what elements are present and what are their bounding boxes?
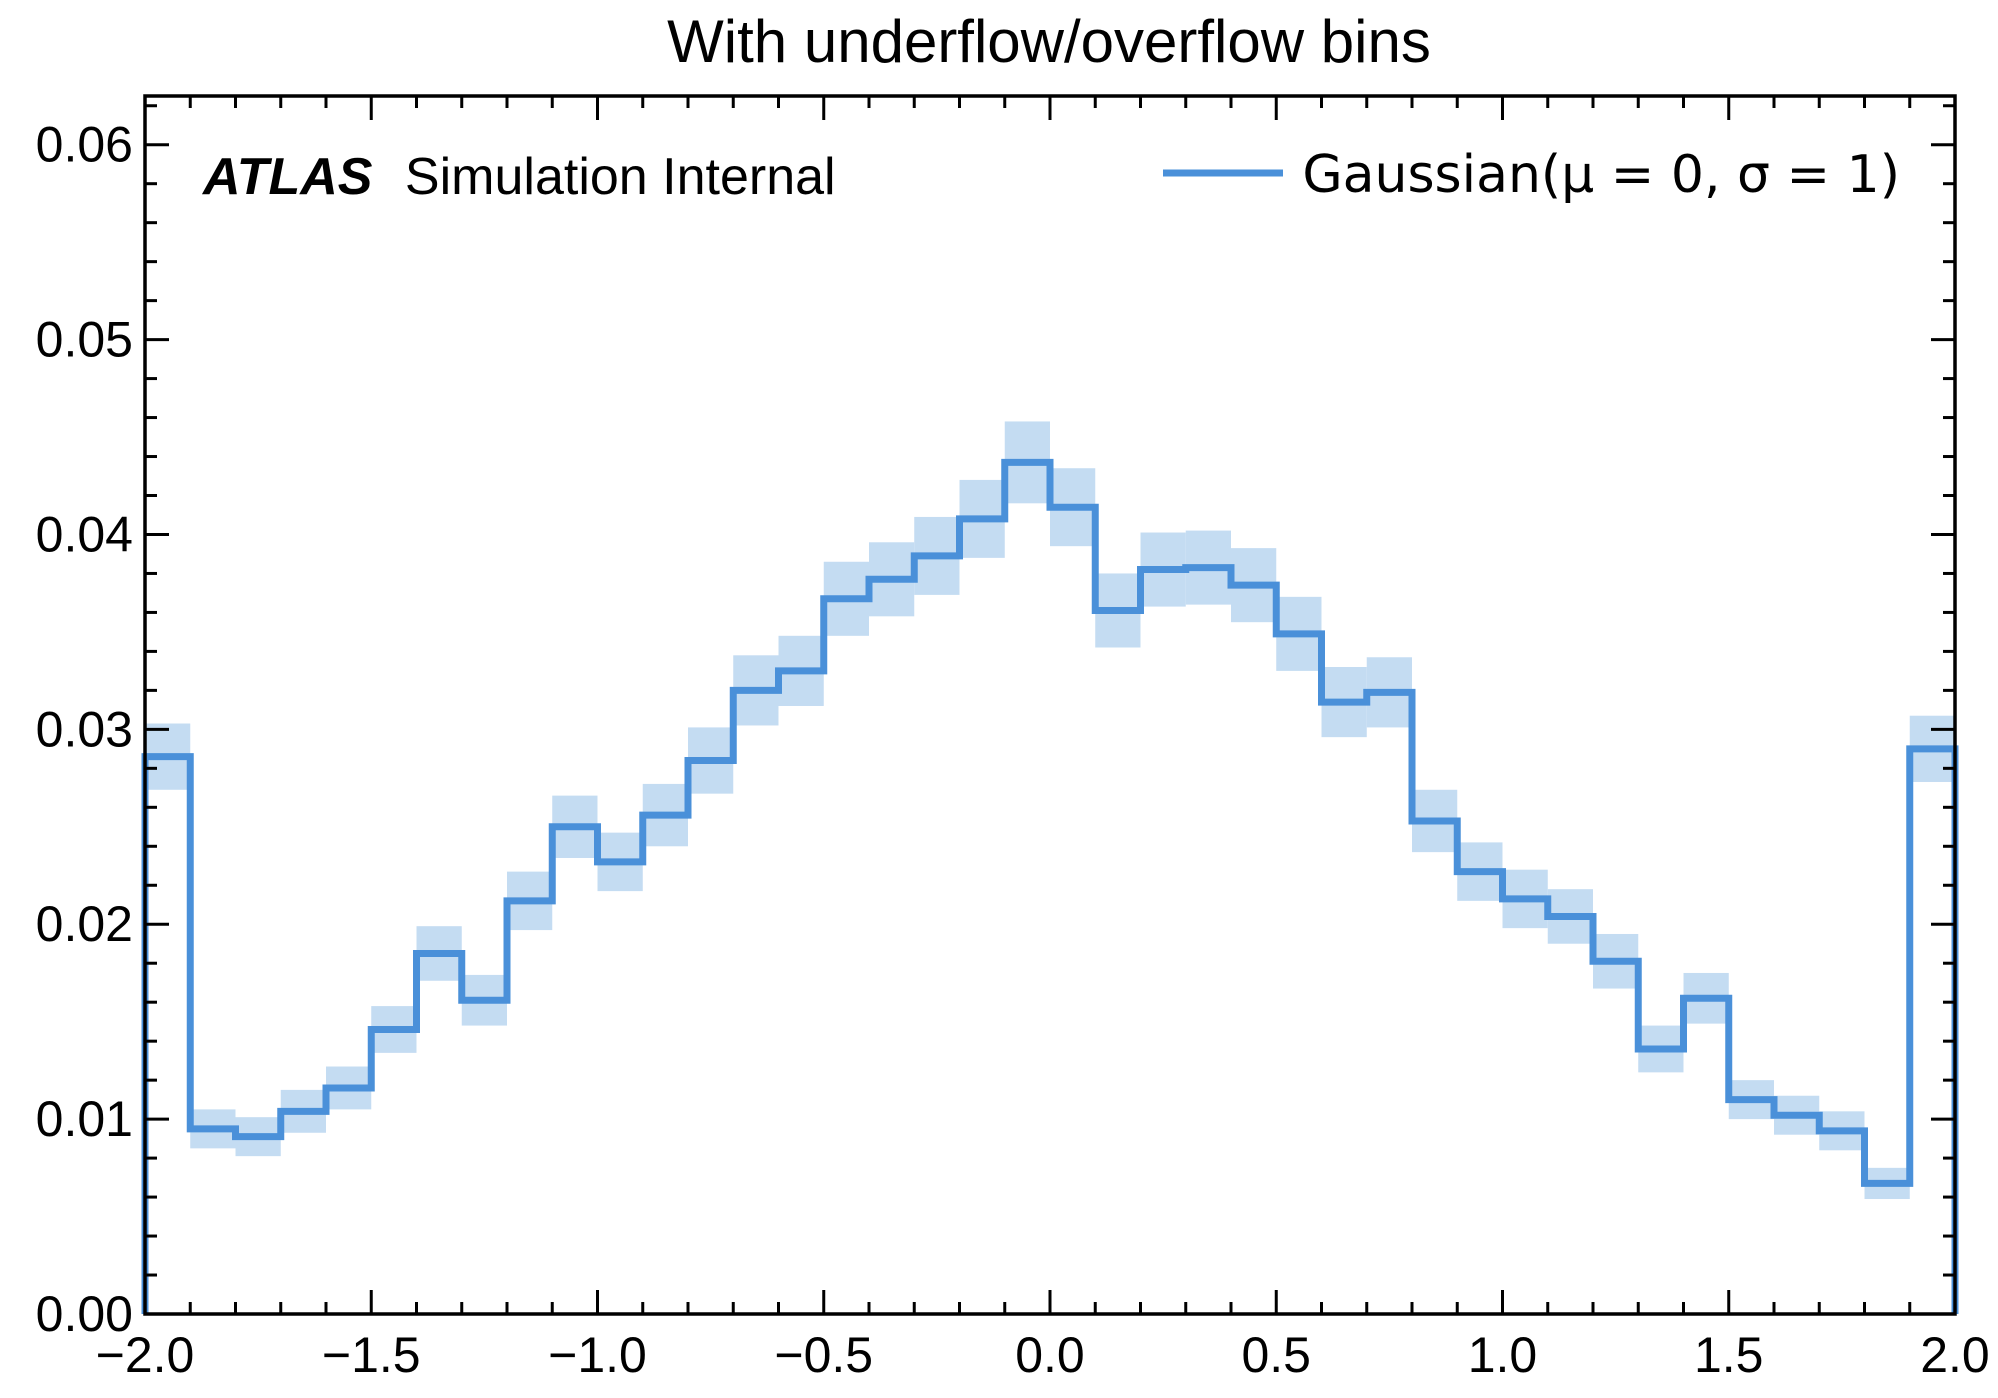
y-tick-label: 0.01 (36, 1091, 133, 1147)
chart-title: With underflow/overflow bins (667, 8, 1431, 75)
y-tick-label: 0.06 (36, 117, 133, 173)
x-tick-label: −1.5 (322, 1327, 421, 1383)
experiment-label: ATLAS Simulation Internal (201, 148, 836, 206)
y-tick-label: 0.05 (36, 312, 133, 368)
x-tick-label: 2.0 (1920, 1327, 1990, 1383)
atlas-logo-text: ATLAS (201, 148, 373, 206)
plot-frame (143, 94, 1957, 1316)
x-tick-label: 1.5 (1694, 1327, 1764, 1383)
x-tick-label: 1.0 (1468, 1327, 1538, 1383)
y-tick-label: 0.00 (36, 1286, 133, 1342)
x-tick-label: −2.0 (96, 1327, 195, 1383)
y-tick-label: 0.04 (36, 506, 133, 562)
series-step-line (141, 458, 1959, 1314)
y-axis-tick-labels: 0.00 0.01 0.02 0.03 0.04 0.05 0.06 (36, 117, 133, 1342)
uncertainty-bands (145, 421, 1955, 1200)
x-tick-label: 0.5 (1241, 1327, 1311, 1383)
legend: Gaussian(μ = 0, σ = 1) (1163, 145, 1900, 205)
x-axis-tick-labels: −2.0 −1.5 −1.0 −0.5 0.0 0.5 1.0 1.5 2.0 (96, 1327, 1990, 1383)
y-tick-label: 0.02 (36, 896, 133, 952)
x-tick-label: −1.0 (548, 1327, 647, 1383)
status-text: Simulation Internal (405, 148, 836, 206)
legend-entry: Gaussian(μ = 0, σ = 1) (1302, 145, 1900, 205)
x-tick-label: −0.5 (774, 1327, 873, 1383)
y-axis-ticks (145, 104, 1955, 1316)
x-axis-ticks (143, 96, 1957, 1314)
y-tick-label: 0.03 (36, 701, 133, 757)
x-tick-label: 0.0 (1015, 1327, 1085, 1383)
